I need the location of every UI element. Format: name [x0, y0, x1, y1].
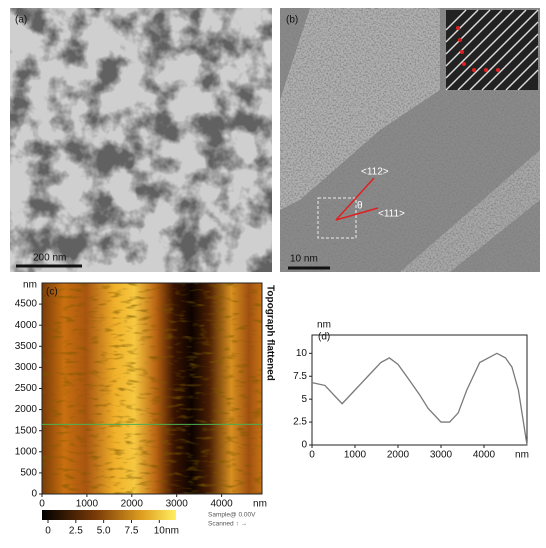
y-tick-label: 0 — [31, 489, 37, 500]
x-tick-label: 0 — [39, 499, 45, 510]
afm-texture — [42, 283, 262, 494]
panel-label: (c) — [46, 287, 58, 298]
plot-frame — [311, 334, 528, 446]
x-tick-label: 3000 — [430, 450, 453, 461]
direction-arrow — [335, 177, 375, 221]
x-tick-label: 4000 — [210, 499, 233, 510]
colorbar-tick-label: 7.5 — [125, 526, 139, 537]
y-tick-label: 7.5 — [293, 371, 307, 382]
y-tick-label: 3500 — [15, 341, 38, 352]
y-tick-label: 2500 — [15, 383, 38, 394]
y-tick-label: 1500 — [15, 425, 38, 436]
x-tick-label: 2000 — [387, 450, 410, 461]
panel-c — [42, 283, 262, 520]
colorbar-unit: nm — [165, 526, 179, 537]
x-tick-label: 1000 — [76, 499, 99, 510]
y-tick-label: 2.5 — [293, 417, 307, 428]
y-axis-label: nm — [23, 280, 37, 291]
angle-label: θ — [357, 201, 363, 212]
inset — [445, 9, 539, 91]
tem-texture — [10, 8, 272, 272]
x-tick-label: 3000 — [166, 499, 189, 510]
x-tick-label: 1000 — [344, 450, 367, 461]
x-tick-label: 2000 — [121, 499, 144, 510]
selection-box — [317, 197, 357, 239]
note: Scanned ↑ → — [208, 521, 247, 528]
scale-label: 200 nm — [33, 253, 66, 264]
y-tick-label: 3000 — [15, 362, 38, 373]
panel-label: (d) — [318, 332, 330, 343]
colorbar-tick-label: 5.0 — [97, 526, 111, 537]
panel-label: (a) — [15, 15, 27, 26]
y-tick-label: 5 — [301, 394, 307, 405]
y-tick-label: 1000 — [15, 446, 38, 457]
direction-arrow — [335, 207, 379, 221]
colorbar-tick-label: 0 — [45, 526, 51, 537]
y-tick-label: 2000 — [15, 404, 38, 415]
y-tick-label: 4000 — [15, 320, 38, 331]
panel-b: (b) <112> θ <111> 10 nm — [280, 8, 540, 272]
x-tick-label: 0 — [309, 450, 315, 461]
panel-label: (b) — [286, 15, 298, 26]
note: Sample@ 0.00V — [208, 512, 256, 519]
profile-curve — [311, 352, 528, 446]
colorbar-tick-label: 10 — [154, 526, 166, 537]
x-axis-label: nm — [515, 450, 529, 461]
panel-a: (a) 200 nm — [10, 8, 272, 272]
x-axis-label: nm — [253, 499, 267, 510]
colorbar-tick-label: 2.5 — [69, 526, 83, 537]
side-label: Topograph flattened — [264, 285, 275, 381]
y-tick-label: 0 — [301, 440, 307, 451]
direction-label: <112> — [361, 167, 389, 178]
direction-label: <111> — [378, 209, 405, 220]
y-tick-label: 500 — [20, 468, 37, 479]
colorbar — [42, 510, 176, 520]
scale-label: 10 nm — [290, 254, 318, 265]
y-tick-label: 4500 — [15, 299, 38, 310]
y-axis-label: nm — [317, 320, 331, 331]
y-tick-label: 10 — [296, 348, 308, 359]
x-tick-label: 4000 — [473, 450, 496, 461]
